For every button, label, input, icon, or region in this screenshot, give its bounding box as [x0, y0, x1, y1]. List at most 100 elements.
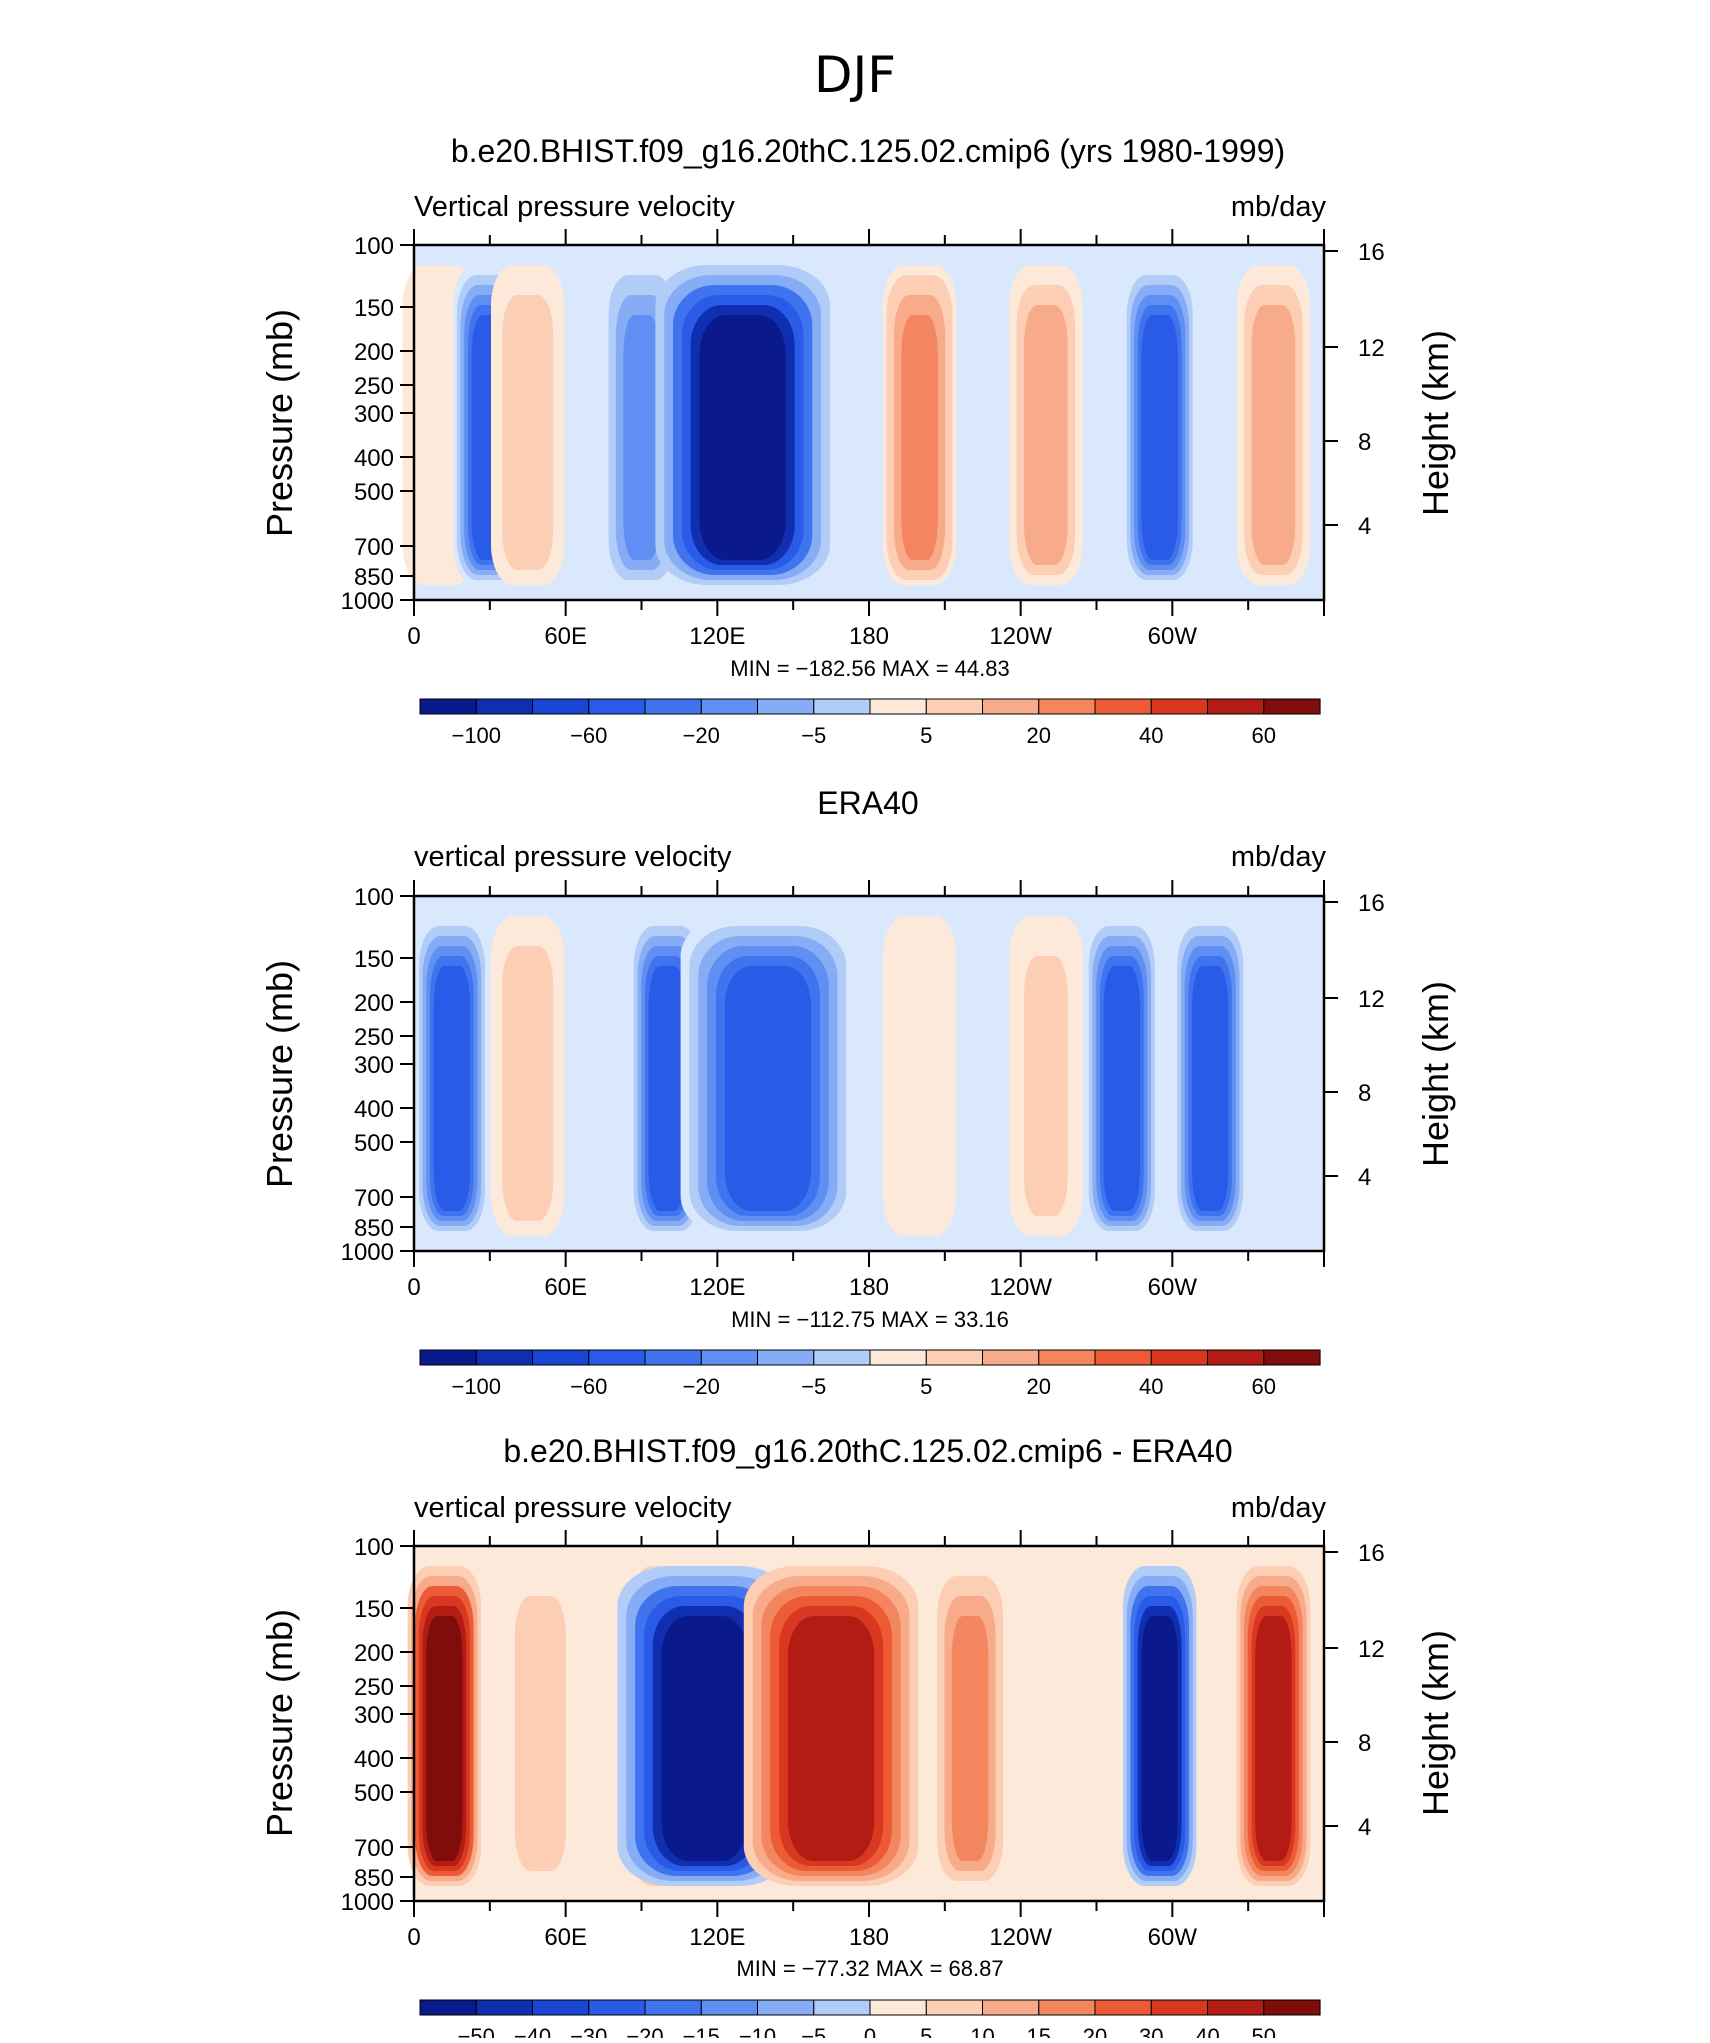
panel-1-colorbar: −100 −60 −20 −5 5 20 40 60 — [419, 698, 1321, 748]
colorbar-box — [1094, 1999, 1152, 2016]
colorbar-label: 5 — [920, 2024, 932, 2038]
panel-3-y-axis-label: Pressure (mb) — [259, 1609, 300, 1837]
colorbar-box — [1207, 698, 1265, 715]
colorbar-box — [532, 698, 590, 715]
x-tick-label: 0 — [407, 1924, 420, 1951]
field-contour-cell-2-level-5 — [509, 315, 546, 560]
colorbar-box — [869, 698, 927, 715]
colorbar-box — [982, 1349, 1040, 1366]
field-contour-cell-4-level-5 — [787, 1616, 875, 1861]
y-tick-label: 700 — [354, 1185, 394, 1212]
y-tick-label: 700 — [354, 534, 394, 561]
colorbar-box — [475, 698, 534, 715]
panel-2-minmax: MIN = −112.75 MAX = 33.16 — [731, 1307, 1009, 1332]
panel-1-y2-axis-label: Height (km) — [1415, 330, 1456, 516]
colorbar-label: −20 — [626, 2024, 663, 2038]
colorbar-box — [925, 1999, 984, 2016]
colorbar-box — [644, 1999, 702, 2016]
colorbar-box — [1263, 698, 1321, 715]
y-tick-label: 1000 — [341, 1889, 394, 1916]
colorbar-box — [644, 698, 702, 715]
y-tick-label: 300 — [354, 1052, 394, 1079]
colorbar-box — [982, 1999, 1040, 2016]
y2-tick-label: 16 — [1358, 1540, 1385, 1567]
colorbar-label: 40 — [1139, 1374, 1163, 1399]
colorbar-box — [757, 1349, 815, 1366]
panel-3-colorbar: −50 −40 −30 −20 −15 −10 −5 0 5 10 15 20 30 40 50 — [419, 1999, 1321, 2043]
x-tick-label: 0 — [407, 1274, 420, 1301]
colorbar-box — [588, 698, 646, 715]
colorbar-box — [475, 1349, 534, 1366]
y-tick-label: 100 — [354, 1534, 394, 1561]
field-contour-cell-5-level-5 — [951, 1616, 989, 1861]
colorbar-box — [1094, 698, 1152, 715]
x-tick-label: 120E — [689, 1924, 745, 1951]
colorbar-label: 20 — [1027, 723, 1051, 748]
x-tick-label: 120W — [989, 1924, 1052, 1951]
x-tick-label: 60E — [544, 1924, 587, 1951]
y-tick-label: 500 — [354, 1130, 394, 1157]
colorbar-box — [532, 1349, 590, 1366]
y-tick-label: 150 — [354, 1596, 394, 1623]
colorbar-label: −50 — [458, 2024, 495, 2038]
colorbar-label: 15 — [1027, 2024, 1051, 2038]
panel-1-title: b.e20.BHIST.f09_g16.20thC.125.02.cmip6 (… — [451, 133, 1285, 169]
y2-tick-label: 8 — [1358, 1080, 1371, 1107]
colorbar-label: −15 — [683, 2024, 720, 2038]
colorbar-box — [1038, 698, 1096, 715]
colorbar-label: −20 — [683, 723, 720, 748]
colorbar-label: −5 — [801, 1374, 826, 1399]
x-tick-label: 180 — [849, 1274, 889, 1301]
field-contour-cell-7-level-5 — [1141, 315, 1178, 560]
y-tick-label: 200 — [354, 339, 394, 366]
colorbar-label: −5 — [801, 2024, 826, 2038]
y-tick-label: 250 — [354, 1674, 394, 1701]
x-tick-label: 120E — [689, 623, 745, 650]
field-contour-cell-0-level-5 — [421, 315, 458, 560]
colorbar-label: 20 — [1083, 2024, 1107, 2038]
colorbar-label: 30 — [1139, 2024, 1163, 2038]
field-contour-cell-4-level-5 — [699, 315, 786, 560]
field-contour-cell-0-level-5 — [426, 1616, 463, 1861]
colorbar-label: −40 — [514, 2024, 551, 2038]
y2-tick-label: 4 — [1358, 1814, 1371, 1841]
y-tick-label: 250 — [354, 373, 394, 400]
panel-1-y-axis-label: Pressure (mb) — [259, 309, 300, 537]
colorbar-label: 20 — [1027, 1374, 1051, 1399]
y-tick-label: 400 — [354, 1096, 394, 1123]
colorbar-box — [588, 1349, 646, 1366]
colorbar-box — [869, 1999, 927, 2016]
colorbar-label: 10 — [970, 2024, 994, 2038]
colorbar-label: −100 — [451, 1374, 501, 1399]
field-contour-cell-7-level-5 — [1255, 1616, 1292, 1861]
field-contour-cell-6-level-5 — [1027, 315, 1065, 560]
y-tick-label: 150 — [354, 946, 394, 973]
y2-tick-label: 4 — [1358, 513, 1371, 540]
panel-3-variable-label: vertical pressure velocity — [414, 1492, 732, 1524]
panel-2-units-label: mb/day — [1231, 841, 1327, 873]
y2-tick-label: 16 — [1358, 890, 1385, 917]
x-tick-label: 60W — [1148, 623, 1198, 650]
x-tick-label: 180 — [849, 623, 889, 650]
colorbar-label: 40 — [1139, 723, 1163, 748]
field-contour-cell-3-level-5 — [724, 966, 812, 1211]
x-tick-label: 60E — [544, 1274, 587, 1301]
panel-2-colorbar: −100 −60 −20 −5 5 20 40 60 — [419, 1349, 1321, 1399]
y-tick-label: 850 — [354, 1865, 394, 1892]
colorbar-box — [925, 1349, 984, 1366]
y-tick-label: 400 — [354, 445, 394, 472]
colorbar-box — [1263, 1349, 1321, 1366]
panel-1-units-label: mb/day — [1231, 191, 1327, 223]
y2-tick-label: 12 — [1358, 986, 1385, 1013]
field-contour-cell-1-level-5 — [509, 966, 546, 1211]
y-tick-label: 100 — [354, 233, 394, 260]
colorbar-box — [925, 698, 984, 715]
y2-tick-label: 12 — [1358, 335, 1385, 362]
colorbar-box — [1038, 1349, 1096, 1366]
plot-background — [414, 896, 1324, 1251]
colorbar-label: 0 — [864, 2024, 876, 2038]
y2-tick-label: 4 — [1358, 1164, 1371, 1191]
x-tick-label: 120W — [989, 623, 1052, 650]
